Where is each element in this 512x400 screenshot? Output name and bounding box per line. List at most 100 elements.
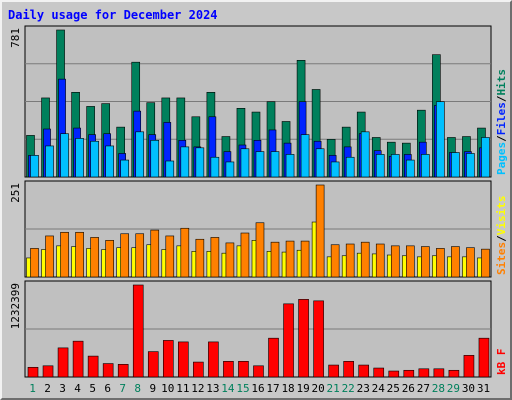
sites-bar [360,241,370,278]
sites-bar [390,245,400,278]
sites-bar [315,184,325,278]
x-tick-label: 23 [357,382,370,395]
x-tick-label: 19 [296,382,309,395]
kbytes-bar [358,364,370,378]
x-tick-label: 10 [161,382,174,395]
sites-bar [165,235,175,278]
x-tick-label: 4 [74,382,81,395]
sites-bar [210,237,220,278]
pages-bar [375,154,385,178]
x-tick-label: 13 [206,382,219,395]
sites-bar [466,247,475,278]
pages-bar [406,159,415,178]
kbytes-bar [72,340,84,378]
pages-bar [481,137,490,178]
kbytes-bar [343,361,354,378]
kbytes-bar [433,368,445,378]
sites-bar [150,229,160,278]
x-tick-label: 9 [149,382,156,395]
x-tick-label: 7 [119,382,126,395]
x-tick-label: 25 [387,382,400,395]
kbytes-bar [162,340,174,378]
kbytes-bar [373,367,385,378]
legend-visits-sites: Sites/Visits [495,196,508,276]
x-tick-label: 12 [191,382,204,395]
kbytes-bar [178,341,189,378]
legend-kbytes: kB F [495,349,508,376]
pages-bar [195,147,205,178]
kbytes-bar [313,300,324,378]
pages-bar [330,161,340,178]
pages-bar [105,145,114,178]
sites-bar [135,233,145,278]
pages-bar [285,154,295,178]
pages-bar [120,159,129,178]
kbytes-bar [117,364,129,378]
sites-bar [406,245,415,278]
x-tick-label: 14 [221,382,235,395]
sites-bar [375,243,385,278]
sites-bar [451,246,460,278]
x-tick-label: 2 [44,382,51,395]
kbytes-bar [478,337,490,378]
pages-bar [180,146,190,178]
x-tick-label: 6 [104,382,111,395]
x-tick-label: 17 [266,382,279,395]
sites-bar [195,238,205,278]
kbytes-bar [102,363,114,378]
pages-bar [225,161,235,178]
sites-bar [330,244,340,278]
pages-bar [360,131,370,178]
kbytes-bar [298,299,309,378]
sites-bar [180,227,190,278]
x-tick-label: 3 [59,382,66,395]
sites-bar [255,222,265,278]
x-tick-label: 21 [327,382,340,395]
y-max-label: 781 [9,28,22,48]
x-tick-label: 30 [462,382,475,395]
x-tick-label: 29 [447,382,460,395]
sites-bar [30,248,39,278]
sites-bar [225,242,235,278]
kbytes-bar [388,370,400,378]
pages-bar [60,133,69,178]
sites-bar [105,240,114,278]
kbytes-bar [418,368,430,378]
pages-bar [150,139,160,178]
pages-bar [30,155,39,178]
sites-bar [421,246,430,278]
kbytes-bar [57,347,69,378]
x-tick-label: 28 [432,382,445,395]
pages-bar [436,101,445,178]
y-max-label: 251 [9,183,22,203]
pages-bar [210,156,220,178]
pages-bar [75,138,84,178]
x-tick-label: 22 [342,382,355,395]
kbytes-bar [463,355,475,378]
legend-separator: / [495,95,508,102]
x-tick-label: 24 [372,382,386,395]
sites-bar [345,243,355,278]
x-tick-label: 8 [134,382,141,395]
pages-bar [466,153,475,178]
kbytes-bar [27,366,39,378]
kbytes-bar [238,361,249,378]
x-tick-label: 18 [281,382,294,395]
legend-entry: kB F [495,349,508,376]
kbytes-bar [328,364,339,378]
x-tick-label: 16 [251,382,264,395]
sites-bar [240,232,250,278]
pages-bar [45,145,54,178]
pages-bar [240,148,250,178]
pages-bar [390,154,400,178]
x-tick-label: 20 [312,382,325,395]
legend-hits-files-pages: Pages/Files/Hits [495,69,508,175]
sites-bar [481,248,490,278]
pages-bar [135,131,145,178]
sites-bar [45,235,54,278]
sites-bar [75,231,84,278]
pages-bar [451,152,460,178]
chart-title: Daily usage for December 2024 [8,8,218,22]
kbytes-bar [42,365,54,378]
